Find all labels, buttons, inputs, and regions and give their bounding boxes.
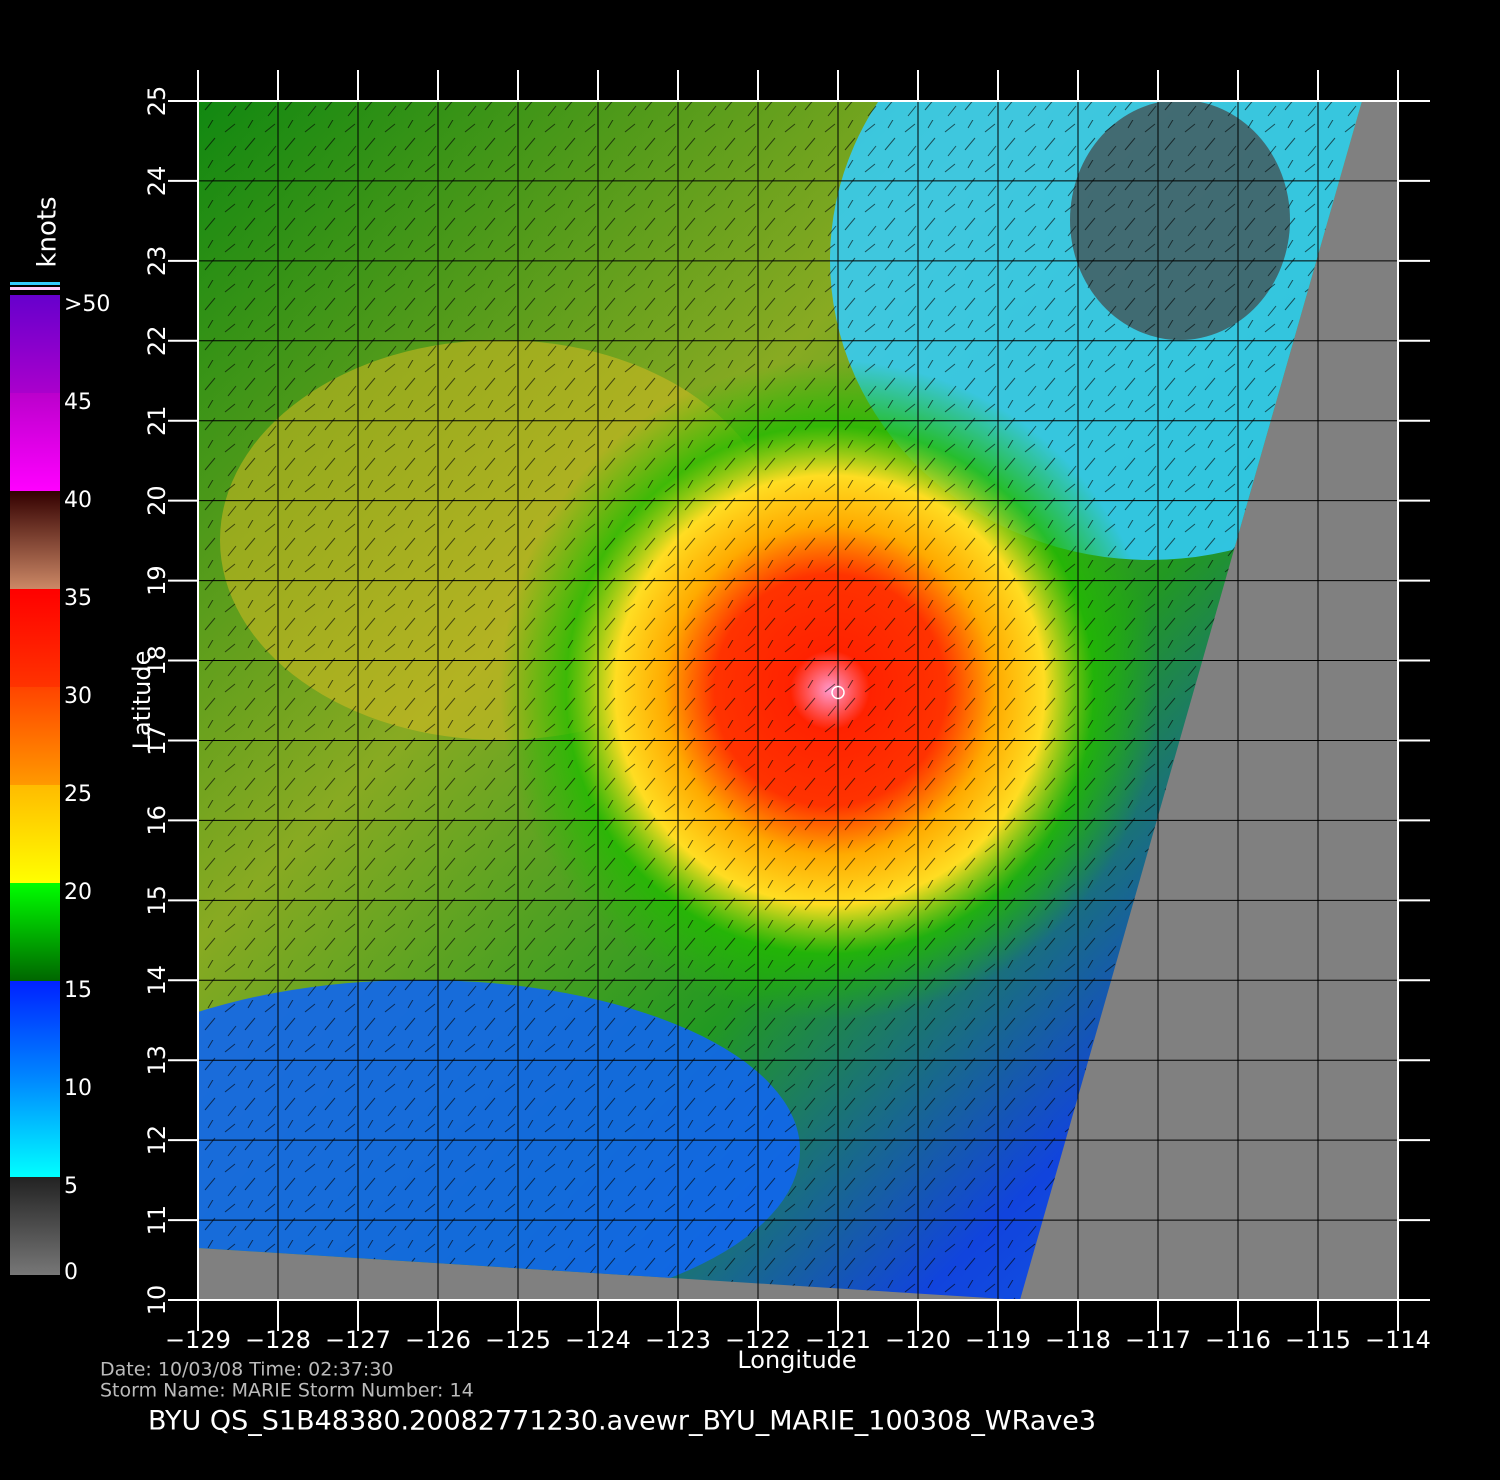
y-tick-label: 21 <box>143 405 171 436</box>
x-tick-label: −118 <box>1045 1326 1111 1354</box>
y-tick-label: 25 <box>143 86 171 117</box>
x-tick-label: −114 <box>1365 1326 1431 1354</box>
x-tick-label: −128 <box>245 1326 311 1354</box>
y-tick-label: 22 <box>143 326 171 357</box>
colorbar-label: 25 <box>64 782 92 807</box>
map-frame <box>197 100 1399 1301</box>
y-tick-label: 20 <box>143 485 171 516</box>
colorbar-label: 5 <box>64 1174 78 1199</box>
colorbar-segment <box>10 981 60 1079</box>
x-tick-label: −123 <box>645 1326 711 1354</box>
y-tick-label: 14 <box>143 965 171 996</box>
y-tick-label: 11 <box>143 1205 171 1236</box>
y-tick-label: 18 <box>143 645 171 676</box>
x-tick-label: −125 <box>485 1326 551 1354</box>
x-axis-label: Longitude <box>737 1346 856 1374</box>
y-tick-label: 24 <box>143 166 171 197</box>
x-tick-label: −127 <box>325 1326 391 1354</box>
y-tick-label: 15 <box>143 885 171 916</box>
colorbar-segment <box>10 295 60 393</box>
wind-swath <box>198 101 1362 1300</box>
colorbar: 0 5 10 15 20 25 30 35 40 45 >50 <box>10 292 110 1285</box>
colorbar-segment <box>10 491 60 589</box>
y-tick-label: 23 <box>143 246 171 277</box>
colorbar-label: 10 <box>64 1076 92 1101</box>
y-tick-label: 10 <box>143 1285 171 1316</box>
x-tick-label: −124 <box>565 1326 631 1354</box>
colorbar-label: 45 <box>64 390 92 415</box>
colorbar-label: 40 <box>64 488 92 513</box>
x-tick-label: −129 <box>165 1326 231 1354</box>
colorbar-cap <box>10 282 60 285</box>
x-tick-label: −116 <box>1205 1326 1271 1354</box>
colorbar-segment <box>10 589 60 687</box>
storm-center <box>831 685 845 700</box>
x-tick-label: −126 <box>405 1326 471 1354</box>
colorbar-label: 35 <box>64 586 92 611</box>
y-axis-label: Latitude <box>128 651 156 750</box>
x-tick-label: −117 <box>1125 1326 1191 1354</box>
colorbar-label: 20 <box>64 880 92 905</box>
colorbar-segment <box>10 883 60 981</box>
y-tick-label: 16 <box>143 805 171 836</box>
colorbar-label: 30 <box>64 684 92 709</box>
colorbar-segment <box>10 393 60 491</box>
y-tick-label: 19 <box>143 565 171 596</box>
colorbar-label: 0 <box>64 1260 78 1285</box>
colorbar-segment <box>10 1079 60 1177</box>
y-tick-label: 13 <box>143 1045 171 1076</box>
colorbar-label: >50 <box>64 292 110 317</box>
x-tick-label: −119 <box>965 1326 1031 1354</box>
y-tick-label: 17 <box>143 725 171 756</box>
colorbar-segment <box>10 785 60 883</box>
colorbar-title: knots <box>33 196 63 267</box>
date-line: Date: 10/03/08 Time: 02:37:30 <box>100 1359 394 1381</box>
colorbar-segment <box>10 687 60 785</box>
x-tick-label: −120 <box>885 1326 951 1354</box>
colorbar-label: 15 <box>64 978 92 1003</box>
file-name: BYU QS_S1B48380.20082771230.avewr_BYU_MA… <box>148 1406 1096 1437</box>
x-tick-label: −122 <box>725 1326 791 1354</box>
x-tick-label: −115 <box>1285 1326 1351 1354</box>
storm-line: Storm Name: MARIE Storm Number: 14 <box>100 1380 474 1402</box>
colorbar-cap <box>10 287 60 290</box>
colorbar-segment <box>10 1177 60 1275</box>
y-tick-label: 12 <box>143 1125 171 1156</box>
x-tick-label: −121 <box>805 1326 871 1354</box>
